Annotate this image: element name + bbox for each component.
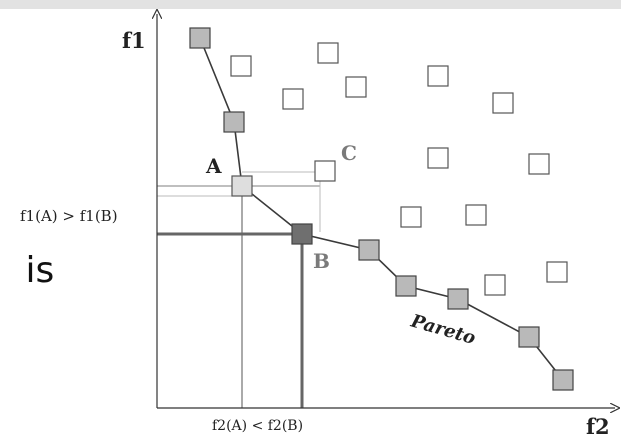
dominated-point [528,153,550,175]
point-c-marker [314,160,336,182]
pareto-points [189,27,574,391]
dominated-point [427,147,449,169]
window-top-bar [0,0,621,9]
pareto-point [189,27,211,49]
pareto-point [395,275,417,297]
dominated-point [492,92,514,114]
f1-axis-label: f1 [122,28,146,53]
dominated-point [465,204,487,226]
pareto-point [447,288,469,310]
pareto-point [223,111,245,133]
dominated-point [546,261,568,283]
dominated-point [317,42,339,64]
point-b-label: B [313,249,330,273]
pareto-point [518,326,540,348]
pareto-front-line [199,37,564,381]
point-b-marker [291,223,313,245]
dominated-points [230,42,568,296]
dominated-point [345,76,367,98]
pareto-point [358,239,380,261]
point-c-label: C [341,141,357,165]
dominated-point [400,206,422,228]
dominated-point [484,274,506,296]
slide-side-text: t is [0,250,55,291]
f1-comparison-label: f1(A) > f1(B) [20,207,118,225]
f2-comparison-label: f2(A) < f2(B) [212,418,303,434]
pareto-point [552,369,574,391]
dominated-point [427,65,449,87]
pareto-label: Pareto [408,310,478,349]
dominated-point [282,88,304,110]
point-a-label: A [205,154,222,178]
point-a-marker [231,175,253,197]
f2-axis-label: f2 [586,414,610,437]
dominated-point [230,55,252,77]
